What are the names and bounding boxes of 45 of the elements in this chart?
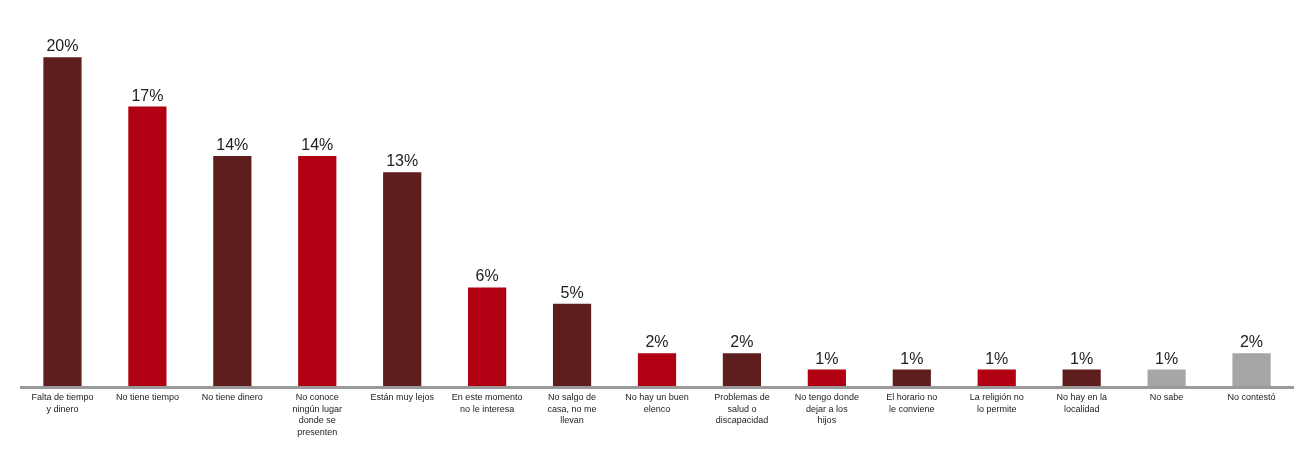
x-tick-label: Problemas de salud o discapacidad [714,391,770,426]
bar [552,303,592,386]
bar [892,369,931,386]
x-tick-label: La religión no lo permite [969,391,1024,414]
x-tick-label: El horario no le conviene [886,391,938,414]
data-label: 1% [900,349,924,367]
data-label: 14% [301,135,334,153]
x-tick-label: No conoce ningún lugar donde se presenten [292,391,343,437]
bar [298,155,337,386]
data-label: 1% [1155,349,1179,367]
x-tick-label: No contestó [1227,391,1276,402]
bar [128,106,167,386]
x-tick-label: No hay en la localidad [1056,391,1107,414]
x-tick-label: Falta de tiempo y dinero [31,391,94,414]
bar [807,369,846,386]
bar [1232,353,1271,386]
x-tick-label: Están muy lejos [370,391,435,402]
bar [213,155,252,386]
bar [468,287,507,386]
bar [1062,369,1101,386]
x-tick-label: No sabe [1149,391,1184,402]
x-tick-label: No salgo de casa, no me llevan [547,391,597,426]
bar [1147,369,1186,386]
bar [977,369,1016,386]
data-label: 1% [1070,349,1094,367]
data-label: 1% [815,349,839,367]
x-tick-label: No tiene tiempo [115,391,179,402]
bar [722,353,762,386]
data-label: 2% [730,333,754,351]
data-label: 20% [46,37,79,55]
data-label: 17% [131,86,164,104]
data-label: 13% [386,152,419,170]
data-label: 6% [475,267,499,285]
x-tick-label: No tiene dinero [201,391,263,402]
x-tick-label: No tengo donde dejar a los hijos [794,391,859,426]
bar [637,353,677,386]
bar [43,57,82,386]
x-tick-label: En este momento no le interesa [451,391,523,414]
data-label: 2% [645,333,669,351]
data-label: 2% [1239,333,1264,351]
x-tick-label: No hay un buen elenco [625,391,689,414]
bar [383,172,422,386]
data-label: 1% [985,349,1009,367]
data-label: 5% [560,283,584,301]
data-label: 14% [216,135,249,153]
